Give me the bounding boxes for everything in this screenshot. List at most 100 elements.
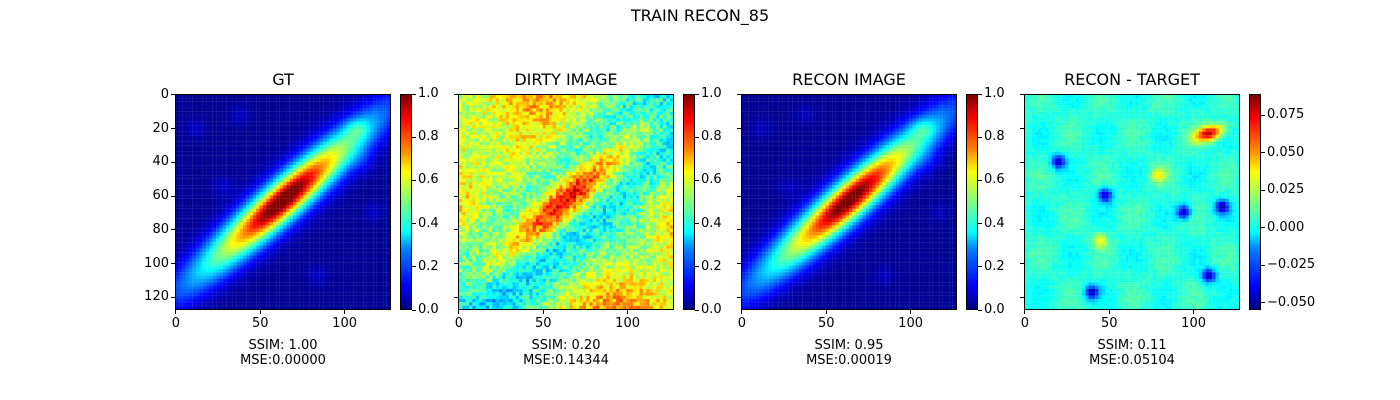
heatmap-cell [636,98,640,102]
heatmap-cell [196,245,200,249]
heatmap-cell [176,275,180,279]
heatmap-cell [199,262,203,266]
heatmap-cell [612,95,617,99]
heatmap-cell [199,218,203,223]
heatmap-cell [359,258,364,263]
heatmap-cell [599,98,603,102]
heatmap-cell [283,191,287,196]
heatmap-cell [502,118,506,122]
heatmap-cell [339,222,344,226]
heatmap-cell [269,131,274,136]
heatmap-cell [226,305,230,309]
heatmap-cell [206,98,210,102]
heatmap-cell [306,202,310,206]
heatmap-cell [252,155,257,159]
heatmap-cell [269,272,274,276]
heatmap-cell [383,168,387,172]
heatmap-cell [209,212,213,216]
heatmap-cell [323,171,327,176]
heatmap-cell [369,178,374,183]
heatmap-cell [182,245,187,249]
heatmap-cell [283,168,287,172]
heatmap-cell [509,138,513,142]
heatmap-cell [186,208,190,213]
heatmap-cell [336,225,340,229]
heatmap-cell [259,98,264,102]
heatmap-cell [293,145,297,149]
heatmap-cell [219,295,223,300]
heatmap-cell [459,128,463,132]
heatmap-cell [206,171,210,176]
heatmap-cell [552,125,557,129]
heatmap-cell [379,138,384,142]
heatmap-cell [272,212,277,216]
heatmap-cell [363,191,367,196]
heatmap-cell [586,128,590,132]
heatmap-cell [356,138,360,142]
heatmap-cell [216,195,220,199]
heatmap-cell [256,98,260,102]
heatmap-cell [629,105,633,109]
heatmap-cell [299,225,304,229]
heatmap-cell [189,235,193,239]
heatmap-cell [582,138,587,142]
heatmap-cell [246,245,250,249]
heatmap-cell [606,128,610,132]
heatmap-cell [333,115,337,119]
heatmap-cell [246,111,250,116]
heatmap-cell [242,98,247,102]
heatmap-cell [229,95,233,99]
heatmap-cell [336,305,340,309]
heatmap-cell [252,131,257,136]
heatmap-cell [303,198,307,203]
heatmap-cell [379,218,384,223]
heatmap-cell [376,235,381,239]
heatmap-cell [383,285,387,290]
heatmap-cell [192,292,197,296]
heatmap-cell [232,95,237,99]
heatmap-cell [369,105,374,109]
heatmap-cell [482,118,486,122]
heatmap-cell [552,118,557,122]
heatmap-cell [226,202,230,206]
heatmap-cell [356,255,360,259]
heatmap-cell [309,111,314,116]
heatmap-cell [303,252,307,256]
heatmap-cell [196,295,200,300]
heatmap-cell [303,168,307,172]
heatmap-cell [386,171,390,176]
heatmap-cell [279,225,284,229]
heatmap-cell [329,145,334,149]
heatmap-cell [216,215,220,219]
heatmap-cell [192,125,197,129]
heatmap-cell [269,305,274,309]
heatmap-cell [505,128,510,132]
heatmap-cell [309,188,314,193]
heatmap-cell [339,165,344,169]
heatmap-cell [196,175,200,179]
heatmap-cell [356,155,360,159]
heatmap-cell [262,178,267,183]
heatmap-cell [363,165,367,169]
heatmap-cell [246,205,250,209]
heatmap-cell [176,128,180,132]
heatmap-cell [366,282,371,286]
heatmap-cell [303,215,307,219]
heatmap-cell [363,262,367,266]
heatmap-cell [545,111,550,116]
heatmap-cell [313,155,317,159]
heatmap-cell [269,292,274,296]
heatmap-cell [262,228,267,233]
heatmap-cell [296,115,300,119]
heatmap-cell [313,272,317,276]
heatmap-cell [346,288,350,293]
heatmap-cell [276,181,280,186]
heatmap-cell [189,208,193,213]
heatmap-cell [313,101,317,106]
heatmap-cell [222,105,227,109]
heatmap-cell [559,95,563,99]
heatmap-cell [246,151,250,156]
heatmap-cell [356,171,360,176]
heatmap-cell [485,115,490,119]
heatmap-cell [386,272,390,276]
